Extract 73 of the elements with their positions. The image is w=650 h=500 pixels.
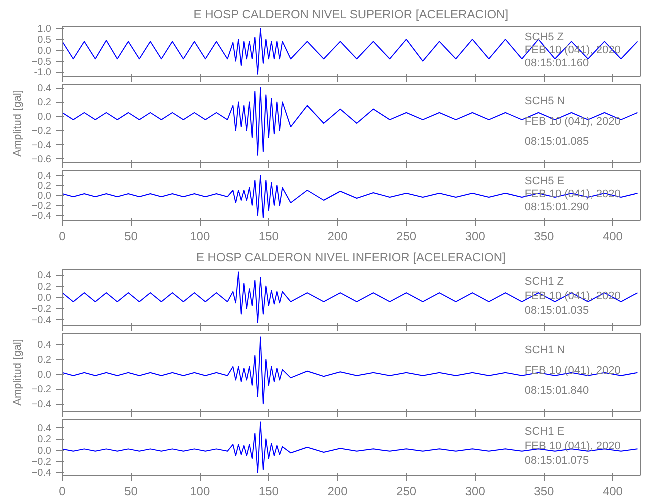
annotation: 08:15:01.075 <box>524 454 590 467</box>
y-tick-label: -1.0 <box>34 68 52 79</box>
y-tick-label: −0.6 <box>32 154 52 166</box>
y-tick-label: 0.2 <box>38 282 52 293</box>
y-tick-label: 0.0 <box>38 446 52 457</box>
y-tick-label: 0.2 <box>38 181 52 192</box>
y-tick-label: 0.4 <box>38 340 52 352</box>
x-tick-label: 0 <box>59 230 66 244</box>
x-tick-label: 100 <box>190 230 210 244</box>
x-tick-label: 200 <box>328 230 348 244</box>
y-tick-label: 0.2 <box>38 355 52 366</box>
y-axis-title: Amplitud [gal] <box>12 90 24 157</box>
annotation: SCH1 N <box>524 344 566 357</box>
chart-title: E HOSP CALDERON NIVEL SUPERIOR [ACELERACION] <box>194 8 509 22</box>
x-tick-label: 350 <box>534 230 555 244</box>
x-tick-label: 150 <box>258 484 280 498</box>
x-tick-label: 50 <box>124 484 138 498</box>
annotation: 08:15:01.035 <box>524 304 590 317</box>
y-tick-label: 0.2 <box>38 434 52 446</box>
annotation: SCH5 N <box>524 96 566 108</box>
x-tick-label: 400 <box>602 484 624 498</box>
y-tick-label: −0.5 <box>32 56 52 68</box>
annotation: SCH1 E <box>524 426 565 438</box>
annotation: 08:15:01.290 <box>524 202 590 214</box>
x-tick-label: 400 <box>602 230 624 244</box>
y-tick-label: −0.2 <box>32 126 52 138</box>
x-tick-label: 300 <box>465 484 486 498</box>
x-tick-label: 100 <box>190 484 210 498</box>
x-tick-label: 250 <box>396 230 417 244</box>
y-tick-label: −0.4 <box>32 140 52 152</box>
annotation: SCH1 Z <box>524 276 564 288</box>
x-tick-label: 0 <box>59 484 66 498</box>
annotation: FEB 10 (041), 2020 <box>524 440 621 452</box>
annotation: 08:15:01.840 <box>524 385 590 398</box>
y-tick-label: 0.4 <box>38 171 52 182</box>
y-tick-label: −0.4 <box>32 315 52 326</box>
y-tick-label: −0.2 <box>32 201 52 212</box>
y-tick-label: 0.0 <box>38 370 52 381</box>
y-tick-label: −0.2 <box>32 384 52 396</box>
line-series <box>62 28 638 75</box>
y-tick-label: 0.0 <box>38 191 52 202</box>
y-tick-label: −0.4 <box>32 211 52 222</box>
y-tick-label: −0.4 <box>32 400 52 411</box>
annotation: SCH5 Z <box>524 32 564 44</box>
y-tick-label: −0.2 <box>32 304 52 316</box>
x-tick-label: 200 <box>328 484 348 498</box>
x-tick-label: 250 <box>396 484 417 498</box>
x-tick-label: 150 <box>258 230 280 244</box>
y-tick-label: 1.0 <box>38 24 52 36</box>
annotation: 08:15:01.160 <box>524 58 590 70</box>
y-tick-label: 0.4 <box>38 270 52 282</box>
y-tick-label: 0.5 <box>38 35 52 46</box>
chart-title: E HOSP CALDERON NIVEL INFERIOR [ACELERACION] <box>196 250 506 264</box>
annotation: 08:15:01.085 <box>524 136 590 148</box>
y-tick-label: −0.4 <box>32 468 52 480</box>
y-tick-label: 0.0 <box>38 112 52 123</box>
line-series <box>62 422 638 474</box>
line-series <box>62 175 638 218</box>
line-series <box>62 336 638 405</box>
y-tick-label: −0.2 <box>32 457 52 468</box>
line-series <box>62 272 638 324</box>
y-tick-label: 0.0 <box>38 293 52 304</box>
annotation: FEB 10 (041), 2020 <box>524 116 621 128</box>
annotation: SCH5 E <box>524 176 565 188</box>
y-tick-label: 0.4 <box>38 84 52 95</box>
line-series <box>62 88 638 156</box>
y-tick-label: 0.0 <box>38 46 52 57</box>
y-tick-label: 0.2 <box>38 98 52 109</box>
y-axis-title: Amplitud [gal] <box>12 339 24 406</box>
x-tick-label: 300 <box>465 230 486 244</box>
y-tick-label: 0.4 <box>38 423 52 434</box>
x-tick-label: 350 <box>534 484 555 498</box>
x-tick-label: 50 <box>124 230 138 244</box>
